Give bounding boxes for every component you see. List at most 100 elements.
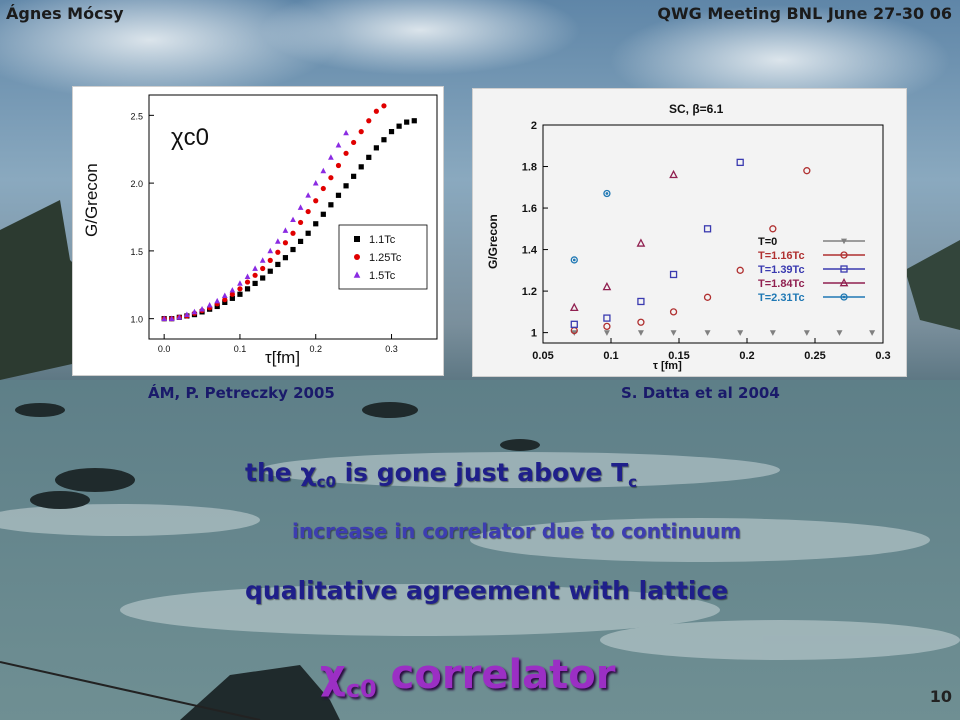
data-point	[282, 240, 289, 246]
data-point	[320, 185, 326, 192]
data-point	[373, 145, 379, 151]
x-axis-label: τ[fm]	[265, 348, 300, 367]
data-point	[282, 255, 289, 261]
data-point	[358, 164, 364, 170]
data-point	[184, 311, 190, 317]
data-point	[313, 221, 319, 227]
legend-label: T=2.31Tc	[758, 292, 805, 304]
data-point	[305, 192, 312, 198]
bullet-lattice: qualitative agreement with lattice	[245, 576, 729, 605]
data-point	[603, 189, 611, 198]
data-point	[320, 167, 327, 174]
bullet-continuum: increase in correlator due to continuum	[292, 519, 741, 543]
y-tick-label: 2.5	[130, 111, 143, 121]
data-point	[569, 302, 579, 312]
title-chi: χ	[320, 652, 346, 698]
data-point	[290, 246, 296, 253]
data-point	[603, 330, 610, 336]
data-point	[570, 256, 578, 264]
data-point	[297, 238, 304, 244]
data-point	[703, 293, 712, 301]
x-tick-label: 0.25	[804, 350, 825, 362]
x-tick-label: 0.3	[385, 344, 398, 354]
x-tick-label: 0.1	[603, 350, 618, 362]
data-point	[191, 308, 198, 315]
data-point	[252, 272, 258, 278]
data-point	[637, 330, 644, 336]
y-tick-label: 1.0	[130, 315, 143, 325]
data-point	[769, 330, 776, 336]
data-point	[274, 238, 281, 244]
data-point	[704, 330, 711, 336]
y-tick-label: 2.0	[130, 179, 143, 189]
data-point	[637, 297, 645, 306]
data-point	[320, 211, 326, 217]
data-point	[290, 230, 296, 236]
x-tick-label: 0.0	[158, 344, 171, 354]
x-axis-label: τ [fm]	[653, 360, 682, 372]
bullet-chi-gone: the χc0 is gone just above Tc	[245, 458, 637, 491]
data-point	[670, 330, 677, 336]
y-tick-label: 1.4	[522, 245, 538, 257]
data-point	[244, 286, 251, 292]
data-point	[305, 208, 311, 215]
data-point	[803, 167, 811, 175]
legend-label: 1.1Tc	[369, 234, 396, 246]
data-point	[260, 265, 266, 272]
y-axis-label: G/Grecon	[82, 163, 101, 237]
data-point	[237, 291, 243, 297]
data-point	[335, 162, 342, 169]
x-tick-label: 0.2	[739, 350, 754, 362]
data-point	[637, 318, 645, 326]
data-point	[669, 270, 678, 279]
data-point	[313, 198, 319, 204]
data-point	[297, 219, 304, 226]
data-point	[404, 119, 410, 125]
data-point	[411, 118, 417, 124]
page-number: 10	[929, 687, 952, 706]
y-axis-label: G/Grecon	[486, 214, 500, 269]
chart-title: SC, β=6.1	[669, 102, 724, 116]
data-point	[381, 103, 387, 109]
legend-marker	[353, 271, 361, 278]
data-point	[343, 150, 349, 156]
data-point	[221, 292, 228, 298]
y-tick-label: 2	[531, 120, 537, 132]
legend-label: T=1.16Tc	[758, 250, 805, 262]
tc-subscript: c	[628, 473, 638, 491]
data-point	[736, 266, 744, 274]
data-point	[335, 192, 342, 198]
data-point	[351, 139, 357, 146]
x-tick-label: 0.1	[234, 344, 247, 354]
title-subscript: c0	[345, 675, 377, 703]
data-point	[366, 154, 372, 160]
data-point	[206, 301, 213, 308]
data-point	[237, 280, 243, 286]
data-point	[305, 230, 311, 236]
data-point	[237, 286, 243, 292]
data-point	[328, 202, 334, 208]
data-point	[275, 249, 281, 255]
data-point	[222, 297, 228, 303]
legend: 1.1Tc 1.25Tc 1.5Tc	[338, 224, 428, 290]
legend-label: T=1.39Tc	[758, 264, 805, 276]
data-point	[259, 257, 266, 263]
data-point	[703, 225, 712, 233]
data-point	[351, 173, 357, 179]
legend-marker	[841, 238, 847, 245]
data-point	[381, 137, 387, 143]
x-tick-label: 0.3	[875, 350, 890, 362]
right-chart-caption: S. Datta et al 2004	[621, 384, 780, 402]
left-chart: 0.0 0.1 0.2 0.3 1.0 1.5 2.0 2.5 χc0 G/Grecon τ[…	[82, 94, 438, 367]
chart-title: χc0	[171, 124, 209, 151]
data-point	[669, 169, 678, 179]
data-point	[603, 314, 611, 322]
data-point	[275, 261, 281, 268]
data-point-core	[572, 258, 576, 262]
data-point	[603, 322, 611, 331]
data-point	[267, 268, 273, 274]
legend-label: T=1.84Tc	[758, 278, 805, 290]
legend: T=0 T=1.16Tc T=1.39Tc T=1.84Tc T=2.31Tc	[758, 236, 865, 304]
y-tick-label: 1.8	[522, 162, 537, 174]
legend-marker	[840, 265, 848, 273]
